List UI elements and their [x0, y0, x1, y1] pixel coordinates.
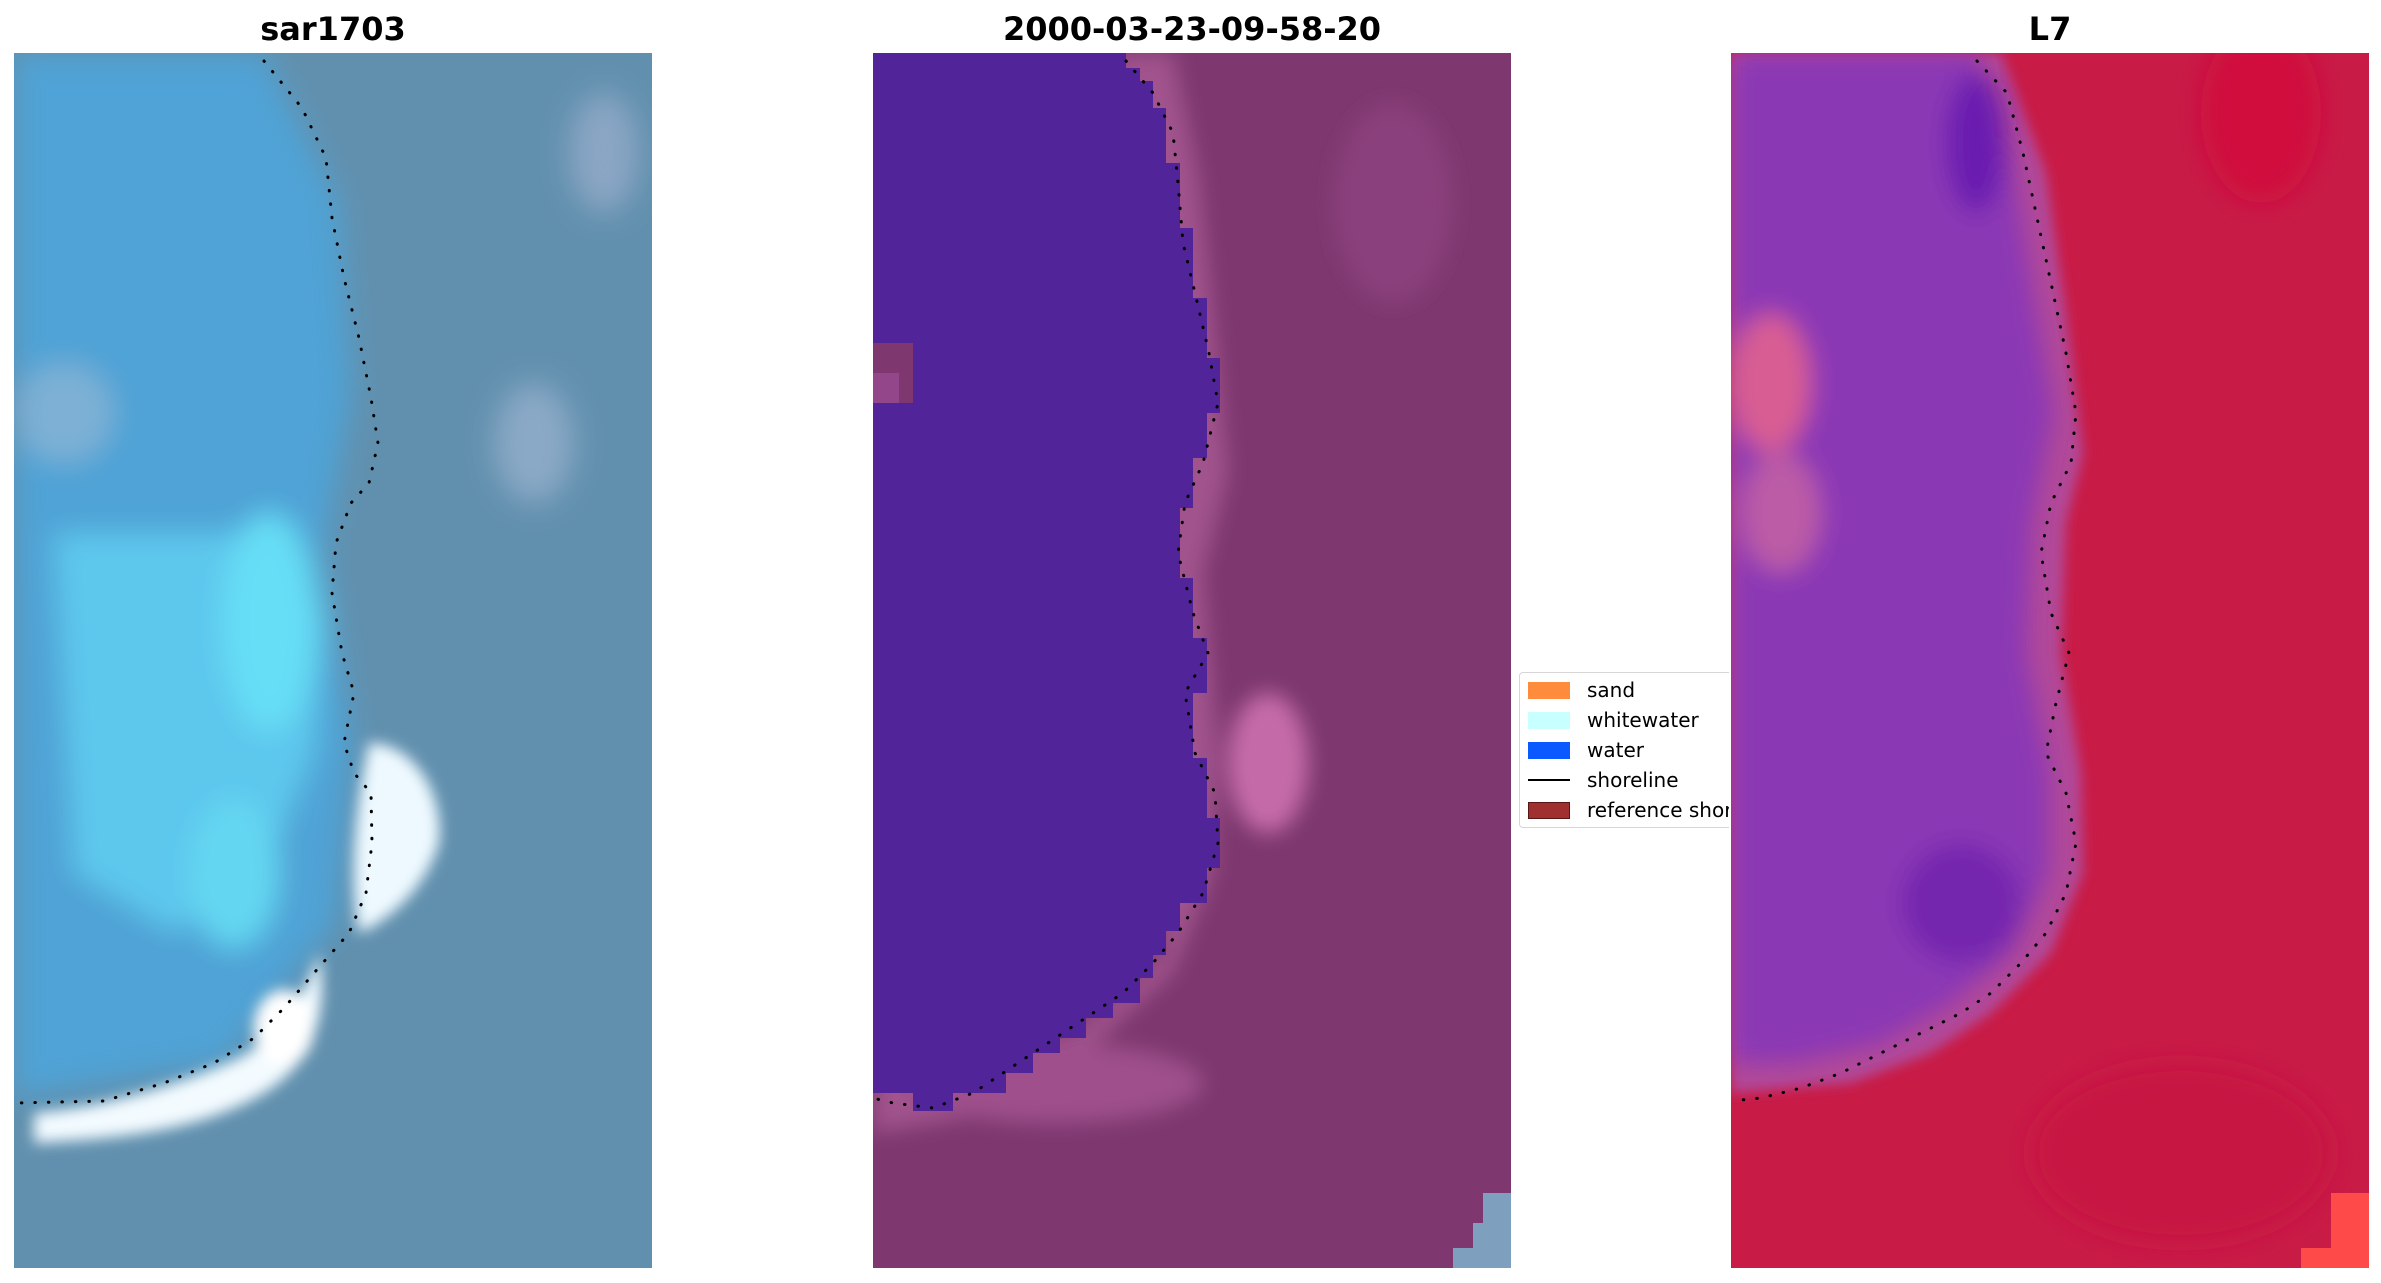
rgb-image-panel [14, 53, 652, 1268]
legend-item-water: water [1528, 737, 1644, 763]
shoreline-dots [1731, 59, 2078, 1103]
water-class-area [873, 53, 1220, 1111]
whitewater-area [34, 743, 440, 1143]
legend-label: sand [1587, 678, 1636, 702]
legend-item-shoreline: shoreline [1528, 767, 1679, 793]
water-area [14, 53, 639, 1098]
panel-title-index: L7 [2028, 10, 2072, 48]
classified-image-panel [873, 53, 1511, 1268]
land-patch [873, 373, 899, 403]
reference-shoreline-swatch [1528, 801, 1570, 819]
water-patch-corner [1453, 1193, 1511, 1268]
index-image-panel [1731, 53, 2369, 1268]
legend-label: reference shoreline [1587, 798, 1729, 822]
index-image [1731, 53, 2369, 1268]
legend-label: water [1587, 738, 1644, 762]
shoreline-dots [14, 59, 380, 1105]
shoreline-line-swatch [1528, 779, 1570, 781]
shoreline-dots [873, 59, 1220, 1110]
legend-item-reference-shoreline: reference shoreline [1528, 797, 1729, 823]
classified-image [873, 53, 1511, 1268]
sand-swatch [1528, 681, 1570, 699]
panel-title-rgb: sar1703 [260, 10, 406, 48]
legend-item-sand: sand [1528, 677, 1635, 703]
panel-title-classified: 2000-03-23-09-58-20 [1002, 10, 1382, 48]
legend: sand whitewater water shoreline referenc… [1519, 672, 1729, 828]
water-swatch [1528, 741, 1570, 759]
legend-label: whitewater [1587, 708, 1699, 732]
rgb-image [14, 53, 652, 1268]
legend-item-whitewater: whitewater [1528, 707, 1699, 733]
land-patch-corner [2301, 1193, 2369, 1268]
whitewater-swatch [1528, 711, 1570, 729]
legend-label: shoreline [1587, 768, 1679, 792]
